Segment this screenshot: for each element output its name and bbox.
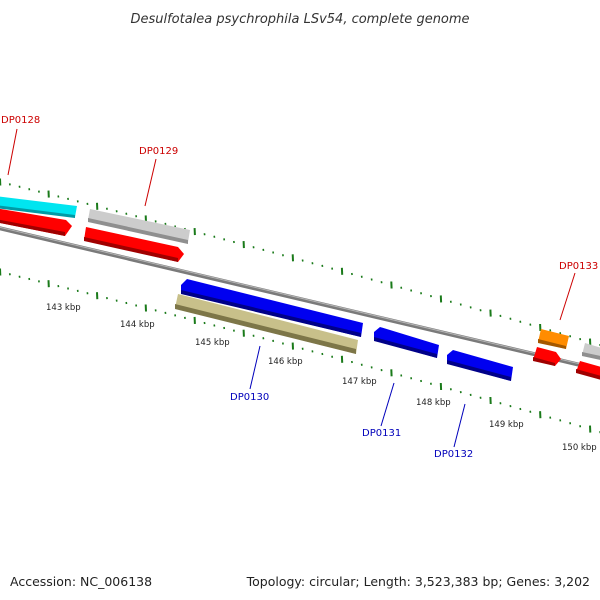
- gene-label-dp0129[interactable]: DP0129: [139, 146, 178, 157]
- kbp-label-145: 145 kbp: [195, 338, 230, 348]
- kbp-label-148: 148 kbp: [416, 398, 451, 408]
- kbp-label-143: 143 kbp: [46, 303, 81, 313]
- accession-text: Accession: NC_006138: [10, 574, 152, 589]
- gene-label-dp0133[interactable]: DP0133: [559, 261, 598, 272]
- gene-feature-dp0133[interactable]: [533, 329, 569, 366]
- gene-label-dp0130[interactable]: DP0130: [230, 392, 269, 403]
- kbp-label-144: 144 kbp: [120, 320, 155, 330]
- kbp-label-146: 146 kbp: [268, 357, 303, 367]
- gene-feature-dp0128[interactable]: [0, 196, 77, 236]
- map-title: Desulfotalea psychrophila LSv54, complet…: [130, 12, 469, 27]
- inner-tick-track: [0, 268, 600, 434]
- gene-feature-dp0132[interactable]: [447, 350, 513, 381]
- gene-label-dp0132[interactable]: DP0132: [434, 449, 473, 460]
- gene-feature-dp0131[interactable]: [374, 327, 439, 358]
- gene-feature-dp0129[interactable]: [84, 209, 190, 262]
- kbp-label-147: 147 kbp: [342, 377, 377, 387]
- kbp-label-150: 150 kbp: [562, 443, 597, 453]
- genome-summary-text: Topology: circular; Length: 3,523,383 bp…: [246, 574, 590, 589]
- gene-feature-dp0130[interactable]: [175, 279, 363, 354]
- gene-label-dp0131[interactable]: DP0131: [362, 428, 401, 439]
- outer-tick-track: [0, 178, 600, 347]
- label-leader-lines: [7, 128, 576, 448]
- genome-backbone: [0, 226, 600, 372]
- gene-feature-partial-right[interactable]: [576, 343, 600, 381]
- gene-label-dp0128[interactable]: DP0128: [1, 115, 40, 126]
- kbp-label-149: 149 kbp: [489, 420, 524, 430]
